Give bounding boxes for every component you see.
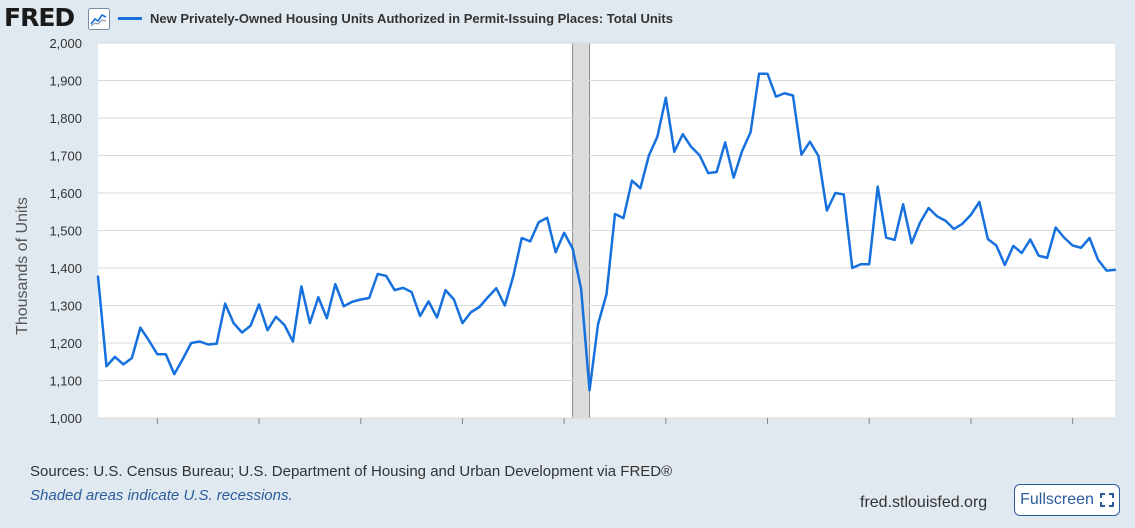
y-tick-label: 1,800 [49, 111, 82, 126]
trend-chart-icon [88, 8, 110, 30]
y-tick-label: 1,300 [49, 299, 82, 314]
grid-layer [98, 42, 1115, 419]
y-tick-label: 1,000 [49, 411, 82, 426]
chart-header: FRED New Privately-Owned Housing Units A… [0, 0, 1135, 36]
fullscreen-icon [1099, 493, 1114, 507]
axis-layer: 1,000 1,100 1,200 1,300 1,400 1,500 1,600 1,700… [49, 36, 1074, 426]
y-tick-label: 1,900 [49, 74, 82, 89]
fred-logo[interactable]: FRED [4, 3, 75, 32]
sources-text: Sources: U.S. Census Bureau; U.S. Depart… [30, 463, 673, 480]
series-line [96, 72, 1117, 392]
recession-note: Shaded areas indicate U.S. recessions. [30, 487, 293, 504]
chart-title: New Privately-Owned Housing Units Author… [150, 11, 673, 26]
y-tick-label: 1,200 [49, 336, 82, 351]
y-tick-label: 1,600 [49, 186, 82, 201]
y-tick-label: 1,100 [49, 374, 82, 389]
line-chart: 1,000 1,100 1,200 1,300 1,400 1,500 1,600 1,700… [14, 36, 1117, 426]
fullscreen-label: Fullscreen [1020, 491, 1094, 508]
y-tick-label: 1,400 [49, 261, 82, 276]
y-tick-label: 2,000 [49, 36, 82, 51]
fullscreen-button[interactable]: Fullscreen [1014, 484, 1120, 516]
legend-line-swatch [118, 17, 142, 20]
site-url-link[interactable]: fred.stlouisfed.org [860, 494, 988, 511]
series-layer [96, 72, 1117, 392]
y-tick-label: 1,700 [49, 149, 82, 164]
y-axis-label: Thousands of Units [14, 197, 31, 335]
y-tick-label: 1,500 [49, 224, 82, 239]
